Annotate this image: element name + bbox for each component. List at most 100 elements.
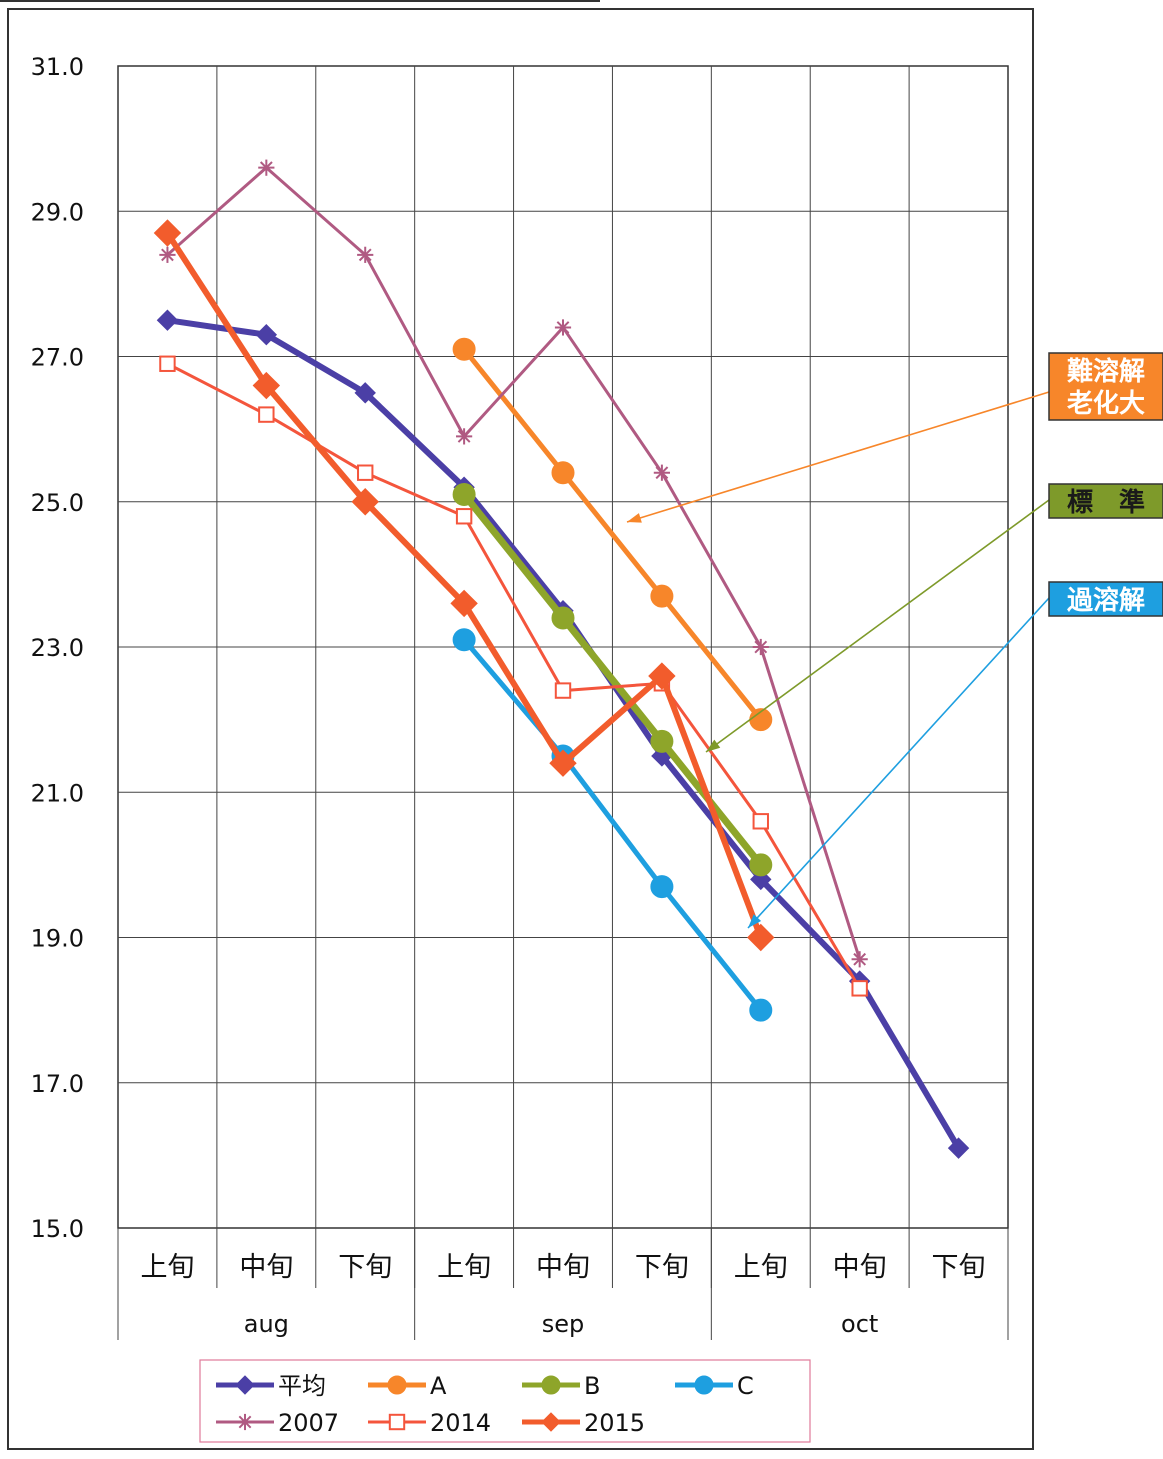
data-point	[551, 606, 575, 630]
series-line	[462, 638, 763, 1012]
data-point	[554, 319, 572, 336]
legend: 平均 A B C 2007 2014 2015	[199, 1359, 811, 1443]
data-point	[549, 749, 577, 777]
legend-label: C	[737, 1372, 754, 1400]
data-point	[851, 980, 868, 997]
data-point	[456, 428, 473, 445]
legend-label: 平均	[278, 1372, 326, 1400]
data-point	[351, 488, 379, 516]
callout-arrowhead	[706, 739, 721, 752]
data-point	[357, 246, 374, 263]
legend-item-2015: 2015	[522, 1409, 645, 1437]
series-2014	[159, 355, 868, 997]
data-point	[236, 1413, 254, 1431]
data-point	[258, 159, 275, 176]
callout-text: 標 準	[1067, 487, 1145, 518]
series-2015	[153, 219, 775, 952]
x-axis-groups: aug sep oct	[117, 1228, 1009, 1340]
y-tick-label: 17.0	[31, 1070, 84, 1098]
data-point	[388, 1413, 406, 1431]
callout-text: 難溶解	[1067, 356, 1145, 387]
series-A	[452, 337, 773, 732]
y-axis-ticks: 31.0 29.0 27.0 25.0 23.0 21.0 19.0 17.0 15.0	[31, 53, 84, 1243]
callout-arrow	[747, 597, 1050, 929]
x-group-label: aug	[244, 1310, 289, 1338]
data-point	[752, 813, 769, 830]
plot-grid	[117, 65, 1009, 1229]
data-point	[159, 355, 176, 372]
legend-item-A: A	[368, 1372, 447, 1400]
callout-box	[1048, 581, 1163, 617]
data-point	[159, 246, 176, 263]
data-point	[452, 337, 476, 361]
data-point	[455, 508, 473, 525]
data-point	[851, 951, 868, 968]
legend-label: A	[430, 1372, 447, 1400]
callout-arrow	[626, 391, 1050, 523]
x-axis-ticks: 上旬 中旬 下旬 上旬 中旬 下旬 上旬 中旬 下旬	[140, 1228, 986, 1288]
series-2007	[159, 159, 868, 968]
x-tick-label: 下旬	[635, 1252, 689, 1283]
y-tick-label: 21.0	[31, 779, 84, 807]
data-point	[252, 371, 281, 400]
data-point	[541, 1412, 561, 1432]
data-point	[450, 589, 478, 618]
callout-arrow	[705, 499, 1050, 753]
x-tick-label: 中旬	[239, 1252, 293, 1283]
x-group-label: oct	[841, 1310, 878, 1338]
data-point	[947, 1137, 970, 1159]
y-tick-label: 23.0	[31, 634, 84, 662]
data-point	[153, 219, 182, 247]
legend-label: 2015	[584, 1409, 645, 1437]
series-line	[462, 347, 763, 722]
data-point	[255, 324, 278, 346]
data-point	[747, 923, 775, 952]
data-point	[752, 638, 769, 656]
data-point	[749, 853, 773, 877]
callout-arrowhead	[627, 513, 642, 523]
legend-label: 2014	[430, 1409, 491, 1437]
callout-text: 老化大	[1067, 389, 1145, 419]
legend-box	[199, 1359, 811, 1443]
legend-item-2007: 2007	[216, 1409, 339, 1437]
callout-text: 過溶解	[1067, 585, 1145, 616]
data-point	[648, 662, 676, 690]
x-tick-label: 下旬	[338, 1252, 392, 1283]
data-point	[235, 1375, 255, 1395]
legend-item-平均: 平均	[216, 1372, 326, 1400]
y-tick-label: 19.0	[31, 925, 84, 953]
callout-box	[1048, 483, 1163, 519]
outer-frame	[7, 8, 1034, 1450]
x-tick-label: 中旬	[833, 1252, 887, 1283]
data-point	[452, 628, 476, 652]
y-tick-label: 27.0	[31, 344, 84, 372]
data-point	[551, 461, 575, 485]
data-point	[650, 875, 674, 899]
y-tick-label: 31.0	[31, 53, 84, 81]
data-point	[156, 309, 179, 331]
x-tick-label: 上旬	[140, 1252, 194, 1283]
data-point	[357, 464, 374, 481]
data-point	[694, 1375, 714, 1395]
data-point	[650, 584, 674, 608]
y-tick-label: 15.0	[31, 1215, 84, 1243]
callout-3: 過溶解	[747, 581, 1163, 929]
legend-item-B: B	[522, 1372, 600, 1400]
y-tick-label: 25.0	[31, 489, 84, 517]
series-layer	[153, 159, 970, 1159]
legend-item-C: C	[675, 1372, 754, 1400]
x-group-label: sep	[542, 1310, 585, 1338]
callout-box	[1048, 352, 1163, 421]
legend-item-2014: 2014	[368, 1409, 491, 1437]
data-point	[452, 482, 476, 506]
data-point	[749, 998, 773, 1022]
data-point	[650, 729, 674, 753]
series-line	[166, 166, 862, 960]
data-point	[541, 1375, 561, 1395]
x-tick-label: 上旬	[437, 1252, 491, 1283]
data-point	[554, 682, 572, 699]
